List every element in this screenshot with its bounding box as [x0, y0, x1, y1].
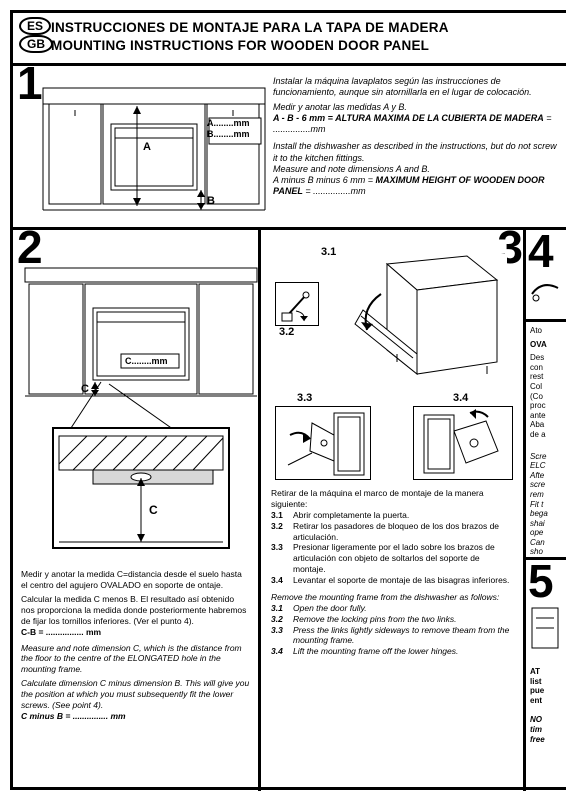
p3-gb-32: Remove the locking pins from the two lin… — [293, 614, 456, 625]
p1-es-3a: A - B - 6 mm = — [273, 113, 335, 123]
label-3-3: 3.3 — [297, 392, 312, 406]
p3-es-32: Retirar los pasadores de bloqueo de los … — [293, 521, 513, 543]
p3-es-31n: 3.1 — [271, 510, 289, 521]
p3-gb-31: Open the door fully. — [293, 603, 367, 614]
svg-text:C: C — [149, 503, 158, 517]
p1-es-2: Medir y anotar las medidas A y B. — [273, 102, 407, 112]
cut-num-5: 5 — [528, 558, 566, 604]
cut-illus-5 — [528, 604, 564, 654]
p3-es-32n: 3.2 — [271, 521, 289, 543]
p3-gb-intro: Remove the mounting frame from the dishw… — [271, 592, 513, 603]
p3-gb-32n: 3.2 — [271, 614, 289, 625]
cut-4c: Des con rest Col (Co proc ante Aba de a — [528, 351, 566, 441]
lower-columns: 2 — [13, 230, 566, 791]
panel-1-illustration: A B A........mm B........mm — [41, 82, 267, 219]
col-left: 2 — [13, 230, 261, 791]
panel-2-text: Medir y anotar la medida C=distancia des… — [19, 567, 252, 721]
p3-es-31: Abrir completamente la puerta. — [293, 510, 409, 521]
p3-gb-31n: 3.1 — [271, 603, 289, 614]
p2-es-3: C-B = ................ mm — [21, 627, 250, 638]
page: ES GB INSTRUCCIONES DE MONTAJE PARA LA T… — [10, 10, 566, 790]
illus-3-1 — [347, 254, 507, 388]
panel-1-number: 1 — [17, 60, 43, 106]
svg-text:B: B — [207, 195, 215, 207]
p2-box-c: C........mm — [125, 356, 168, 367]
lang-badge-gb: GB — [19, 35, 53, 53]
col-mid: 3 3.1 3.2 3.3 3.4 — [261, 230, 526, 791]
cut-4d: Scre ELC Afte scre rem Fit t bega shai o… — [528, 450, 566, 560]
p2-gb-1: Measure and note dimension C, which is t… — [21, 643, 250, 676]
p2-gb-2: Calculate dimension C minus dimension B.… — [21, 678, 250, 711]
cut-5b: NO tim free — [528, 713, 566, 746]
p1-gb-2: Measure and note dimensions A and B. — [273, 164, 560, 175]
p3-es-33n: 3.3 — [271, 542, 289, 575]
cut-illus-4 — [528, 274, 564, 310]
cut-5a: AT list pue ent — [528, 665, 566, 707]
label-3-4: 3.4 — [453, 392, 468, 406]
p1-box-a: A........mm — [207, 118, 250, 129]
cut-panel-4-head: 4 — [526, 230, 566, 322]
title-gb: MOUNTING INSTRUCTIONS FOR WOODEN DOOR PA… — [51, 37, 558, 55]
cut-4b: OVA — [528, 338, 566, 352]
p3-es-34: Levantar el soporte de montaje de las bi… — [293, 575, 509, 586]
lang-badge-es: ES — [19, 17, 51, 35]
cut-4a: Ato — [528, 324, 566, 338]
panel-2: 2 — [13, 230, 258, 791]
label-3-1: 3.1 — [321, 246, 336, 260]
panel-3-text: Retirar de la máquina el marco de montaj… — [267, 486, 517, 657]
p3-gb-33n: 3.3 — [271, 625, 289, 647]
cut-panel-5: 5 AT list pue ent NO tim free — [526, 560, 566, 791]
p1-box-b: B........mm — [207, 129, 250, 140]
label-3-2: 3.2 — [279, 326, 294, 340]
p1-gb-1: Install the dishwasher as described in t… — [273, 141, 560, 164]
col-right-cut: 4 Ato OVA Des con rest Col (Co proc ante… — [526, 230, 566, 791]
svg-text:A: A — [143, 141, 151, 153]
illus-3-3 — [275, 406, 371, 480]
illus-3-2 — [275, 282, 319, 326]
p1-es-3b: ALTURA MAXIMA DE LA CUBIERTA DE MADERA — [335, 113, 544, 123]
p3-gb-33: Press the links lightly sideways to remo… — [293, 625, 513, 647]
panel-1: 1 A — [13, 66, 566, 230]
panel-2-illustration: C — [23, 264, 248, 563]
p2-es-1: Medir y anotar la medida C=distancia des… — [21, 569, 250, 591]
p2-es-2: Calcular la medida C menos B. El resulta… — [21, 594, 250, 627]
cut-num-4: 4 — [528, 230, 566, 274]
title-es: INSTRUCCIONES DE MONTAJE PARA LA TAPA DE… — [51, 19, 558, 37]
svg-text:C: C — [81, 383, 89, 395]
p3-es-34n: 3.4 — [271, 575, 289, 586]
p1-es-1: Instalar la máquina lavaplatos según las… — [273, 76, 560, 99]
p3-gb-34: Lift the mounting frame off the lower hi… — [293, 646, 458, 657]
header: ES GB INSTRUCCIONES DE MONTAJE PARA LA T… — [13, 13, 566, 66]
cut-panel-4-body: Ato OVA Des con rest Col (Co proc ante A… — [526, 322, 566, 560]
p3-es-intro: Retirar de la máquina el marco de montaj… — [271, 488, 513, 510]
p1-gb-3c: = ...............mm — [303, 186, 366, 196]
panel-1-text: Instalar la máquina lavaplatos según las… — [273, 70, 560, 219]
p2-gb-3: C minus B = ............... mm — [21, 711, 250, 722]
p3-es-33: Presionar ligeramente por el lado sobre … — [293, 542, 513, 575]
panel-3-illustrations: 3.1 3.2 3.3 3.4 — [267, 246, 517, 486]
p3-gb-34n: 3.4 — [271, 646, 289, 657]
panel-3: 3 3.1 3.2 3.3 3.4 — [261, 230, 523, 791]
illus-3-4 — [413, 406, 513, 480]
p1-gb-3a: A minus B minus 6 mm = — [273, 175, 375, 185]
